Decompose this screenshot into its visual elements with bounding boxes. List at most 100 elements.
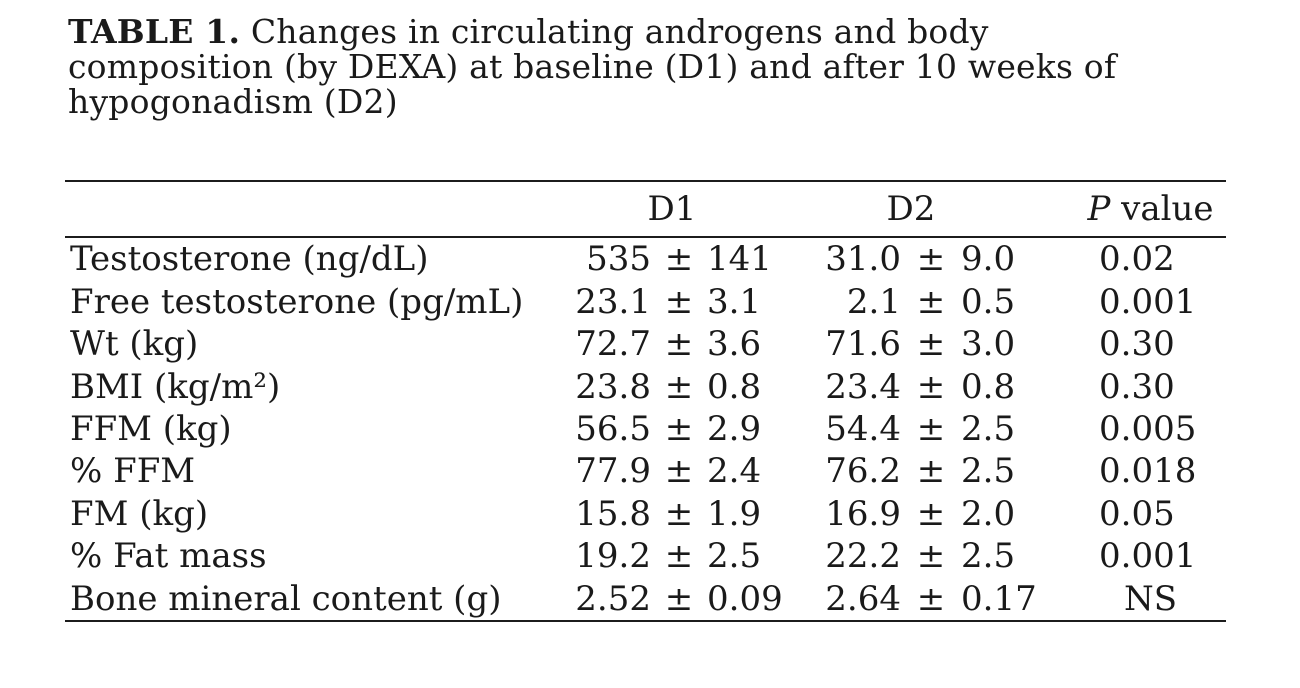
d1-value-cell: 535 ±141 <box>569 242 817 276</box>
table-header-rule <box>65 236 1226 238</box>
d1-mean: 535 <box>586 239 651 280</box>
d1-mean: 56.5 <box>575 408 651 449</box>
row-label: Wt (kg) <box>70 324 199 365</box>
table-top-rule <box>65 180 1226 182</box>
d2-sd: 0.17 <box>961 578 1037 619</box>
p-rest: value <box>1121 189 1214 229</box>
p-value: 0.005 <box>1099 408 1197 449</box>
table-row: Testosterone (ng/dL) 535 ±141 31.0 ±9.0 0.… <box>65 238 1226 280</box>
d1-value-cell: 15.8 ±1.9 <box>569 497 817 531</box>
data-table: D1 D2 P value Testosterone (ng/dL) 535 ±1… <box>65 180 1226 622</box>
d2-mean: 16.9 <box>825 493 901 534</box>
d2-mean: 54.4 <box>825 408 901 449</box>
d1-mean: 15.8 <box>575 493 651 534</box>
d2-value-cell: 31.0 ±9.0 <box>817 242 1075 276</box>
plus-minus-sign: ± <box>916 578 946 619</box>
p-value-cell: 0.05 <box>1075 497 1226 531</box>
plus-minus-sign: ± <box>916 451 946 492</box>
plus-minus-sign: ± <box>664 366 694 407</box>
table-caption: TABLE 1. Changes in circulating androgen… <box>68 14 1233 119</box>
d2-value-cell: 16.9 ±2.0 <box>817 497 1075 531</box>
d1-mean: 23.1 <box>575 281 651 322</box>
d1-value-cell: 77.9 ±2.4 <box>569 454 817 488</box>
d2-value-cell: 54.4 ±2.5 <box>817 412 1075 446</box>
row-label: % Fat mass <box>70 536 267 577</box>
d2-mean: 23.4 <box>825 366 901 407</box>
table-bottom-rule <box>65 619 1226 622</box>
p-value-cell: 0.30 <box>1075 370 1226 404</box>
d1-sd: 3.1 <box>707 281 762 322</box>
d1-value-cell: 23.1 ±3.1 <box>569 285 817 319</box>
plus-minus-sign: ± <box>664 239 694 280</box>
p-value: NS <box>1124 578 1178 619</box>
p-value: 0.30 <box>1099 366 1175 407</box>
plus-minus-sign: ± <box>916 408 946 449</box>
d2-sd: 9.0 <box>961 239 1016 280</box>
d2-sd: 0.8 <box>961 366 1016 407</box>
p-value-cell: 0.005 <box>1075 412 1226 446</box>
d2-value-cell: 2.1 ±0.5 <box>817 285 1075 319</box>
plus-minus-sign: ± <box>916 324 946 365</box>
plus-minus-sign: ± <box>664 451 694 492</box>
plus-minus-sign: ± <box>916 536 946 577</box>
caption-line-2: composition (by DEXA) at baseline (D1) a… <box>68 47 1117 86</box>
column-header-d2: D2 <box>886 189 936 229</box>
table-header-row: D1 D2 P value <box>65 182 1226 236</box>
p-value-cell: 0.30 <box>1075 327 1226 361</box>
p-value: 0.001 <box>1099 281 1197 322</box>
table-body: Testosterone (ng/dL) 535 ±141 31.0 ±9.0 0.… <box>65 238 1226 620</box>
table-row: FFM (kg) 56.5 ±2.9 54.4 ±2.5 0.005 <box>65 408 1226 450</box>
d2-sd: 2.0 <box>961 493 1016 534</box>
d1-value-cell: 23.8 ±0.8 <box>569 370 817 404</box>
p-italic: P <box>1087 189 1111 229</box>
row-label: FM (kg) <box>70 493 209 534</box>
row-label: Free testosterone (pg/mL) <box>70 281 524 322</box>
plus-minus-sign: ± <box>664 536 694 577</box>
d2-value-cell: 76.2 ±2.5 <box>817 454 1075 488</box>
d2-sd: 0.5 <box>961 281 1016 322</box>
table-row: BMI (kg/m²) 23.8 ±0.8 23.4 ±0.8 0.30 <box>65 365 1226 407</box>
d1-sd: 2.5 <box>707 536 762 577</box>
table-row: Wt (kg) 72.7 ±3.6 71.6 ±3.0 0.30 <box>65 323 1226 365</box>
d1-sd: 2.9 <box>707 408 762 449</box>
d2-value-cell: 71.6 ±3.0 <box>817 327 1075 361</box>
plus-minus-sign: ± <box>664 578 694 619</box>
plus-minus-sign: ± <box>664 324 694 365</box>
d1-sd: 0.8 <box>707 366 762 407</box>
d2-value-cell: 22.2 ±2.5 <box>817 539 1075 573</box>
column-header-d1: D1 <box>647 189 697 229</box>
d2-mean: 22.2 <box>825 536 901 577</box>
d1-sd: 0.09 <box>707 578 783 619</box>
p-value: 0.05 <box>1099 493 1175 534</box>
d2-mean: 76.2 <box>825 451 901 492</box>
row-label: % FFM <box>70 451 196 492</box>
p-value-cell: 0.018 <box>1075 454 1226 488</box>
row-label: BMI (kg/m²) <box>70 366 281 407</box>
d1-value-cell: 56.5 ±2.9 <box>569 412 817 446</box>
p-value-cell: 0.001 <box>1075 539 1226 573</box>
p-value: 0.001 <box>1099 536 1197 577</box>
row-label: FFM (kg) <box>70 408 232 449</box>
plus-minus-sign: ± <box>916 366 946 407</box>
plus-minus-sign: ± <box>916 239 946 280</box>
table-row: % Fat mass 19.2 ±2.5 22.2 ±2.5 0.001 <box>65 535 1226 577</box>
row-label: Bone mineral content (g) <box>70 578 502 619</box>
d2-mean: 2.1 <box>846 281 901 322</box>
plus-minus-sign: ± <box>664 493 694 534</box>
d2-mean: 31.0 <box>825 239 901 280</box>
d1-value-cell: 72.7 ±3.6 <box>569 327 817 361</box>
d2-sd: 3.0 <box>961 324 1016 365</box>
table-row: FM (kg) 15.8 ±1.9 16.9 ±2.0 0.05 <box>65 493 1226 535</box>
d2-value-cell: 23.4 ±0.8 <box>817 370 1075 404</box>
caption-text-1: Changes in circulating androgens and bod… <box>250 12 989 51</box>
p-value-cell: 0.001 <box>1075 285 1226 319</box>
p-value-cell: NS <box>1075 582 1226 616</box>
d1-mean: 77.9 <box>575 451 651 492</box>
d2-mean: 2.64 <box>825 578 901 619</box>
table-number: TABLE 1. <box>68 12 241 51</box>
d2-value-cell: 2.64 ±0.17 <box>817 582 1075 616</box>
d1-mean: 2.52 <box>575 578 651 619</box>
d1-value-cell: 19.2 ±2.5 <box>569 539 817 573</box>
d1-value-cell: 2.52 ±0.09 <box>569 582 817 616</box>
